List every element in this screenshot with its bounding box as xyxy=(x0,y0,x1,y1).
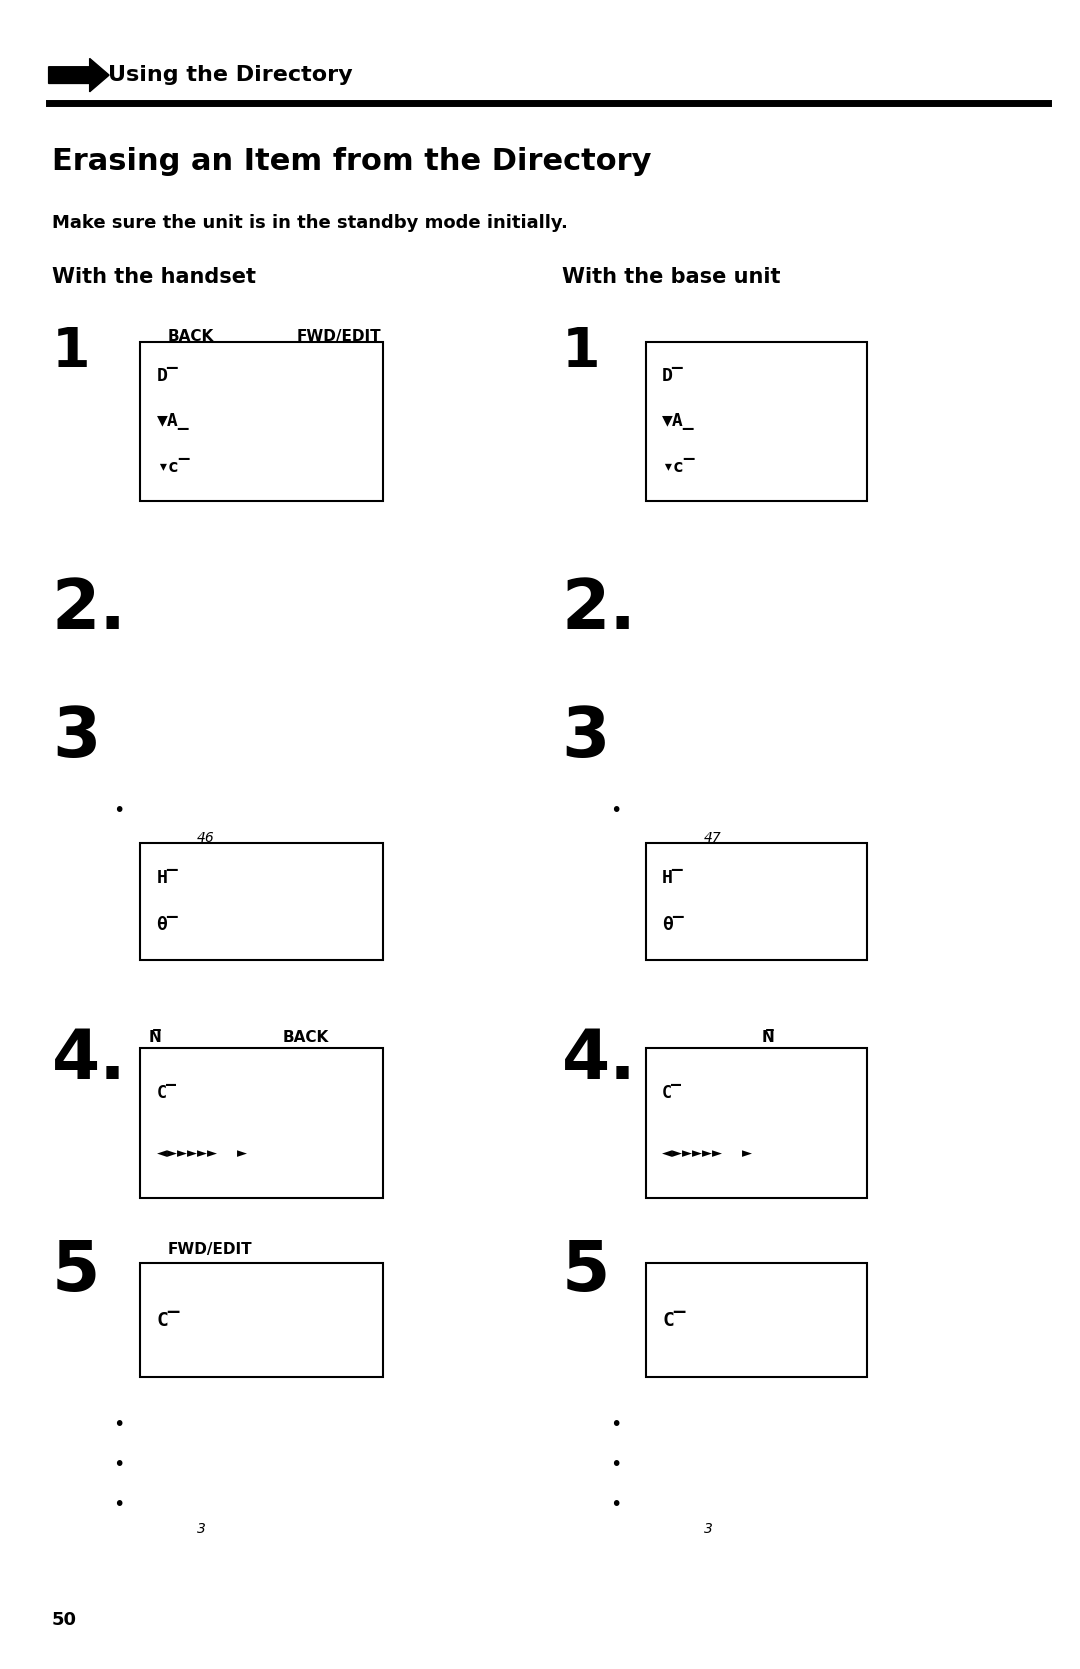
Text: BACK: BACK xyxy=(167,329,214,344)
Text: N̅: N̅ xyxy=(761,1030,774,1045)
Text: D̅: D̅ xyxy=(157,367,178,386)
Text: 3: 3 xyxy=(52,704,100,771)
Bar xyxy=(140,342,383,501)
Text: 4.: 4. xyxy=(52,1026,126,1093)
Text: N̅: N̅ xyxy=(149,1030,162,1045)
Text: C̅: C̅ xyxy=(662,1085,683,1102)
Text: ◄►►►►►  ►: ◄►►►►► ► xyxy=(662,1145,752,1162)
Text: C̅: C̅ xyxy=(157,1310,180,1330)
Text: 3: 3 xyxy=(197,1522,205,1535)
Text: With the handset: With the handset xyxy=(52,267,256,287)
Text: 4.: 4. xyxy=(562,1026,636,1093)
Text: H̅: H̅ xyxy=(157,870,178,886)
Text: 2.: 2. xyxy=(52,576,126,643)
FancyArrow shape xyxy=(49,58,109,92)
Bar xyxy=(646,1048,867,1198)
Text: ▼A_: ▼A_ xyxy=(157,412,189,431)
Bar xyxy=(646,1263,867,1377)
Text: •: • xyxy=(113,1415,125,1434)
Text: ▾c̅: ▾c̅ xyxy=(662,457,694,476)
Bar xyxy=(140,843,383,960)
Text: 50: 50 xyxy=(52,1611,77,1629)
Text: With the base unit: With the base unit xyxy=(562,267,780,287)
Text: •: • xyxy=(610,1495,622,1514)
Text: FWD/EDIT: FWD/EDIT xyxy=(297,329,381,344)
Bar xyxy=(140,1048,383,1198)
Text: 5: 5 xyxy=(562,1238,610,1305)
Text: •: • xyxy=(113,801,125,819)
Text: •: • xyxy=(610,801,622,819)
Text: •: • xyxy=(610,1455,622,1474)
Text: BACK: BACK xyxy=(283,1030,329,1045)
Text: FWD/EDIT: FWD/EDIT xyxy=(167,1242,252,1257)
Text: 46: 46 xyxy=(197,831,214,845)
Bar xyxy=(140,1263,383,1377)
Text: H̅: H̅ xyxy=(662,870,684,886)
Text: θ̅: θ̅ xyxy=(157,916,178,933)
Text: D̅: D̅ xyxy=(662,367,684,386)
Text: •: • xyxy=(610,1415,622,1434)
Bar xyxy=(646,843,867,960)
Text: 1: 1 xyxy=(562,325,600,379)
Text: 47: 47 xyxy=(704,831,721,845)
Text: C̅: C̅ xyxy=(157,1085,177,1102)
Text: 2.: 2. xyxy=(562,576,636,643)
Bar xyxy=(646,342,867,501)
Text: 5: 5 xyxy=(52,1238,100,1305)
Text: C̅: C̅ xyxy=(662,1310,686,1330)
Text: ◄►►►►►  ►: ◄►►►►► ► xyxy=(157,1145,246,1162)
Text: ▼A_: ▼A_ xyxy=(662,412,694,431)
Text: θ̅: θ̅ xyxy=(662,916,684,933)
Text: ▾c̅: ▾c̅ xyxy=(157,457,189,476)
Text: •: • xyxy=(113,1495,125,1514)
Text: •: • xyxy=(113,1455,125,1474)
Text: 3: 3 xyxy=(704,1522,713,1535)
Text: 1: 1 xyxy=(52,325,91,379)
Text: Erasing an Item from the Directory: Erasing an Item from the Directory xyxy=(52,147,651,175)
Text: 3: 3 xyxy=(562,704,610,771)
Text: Make sure the unit is in the standby mode initially.: Make sure the unit is in the standby mod… xyxy=(52,214,568,232)
Text: Using the Directory: Using the Directory xyxy=(108,65,353,85)
